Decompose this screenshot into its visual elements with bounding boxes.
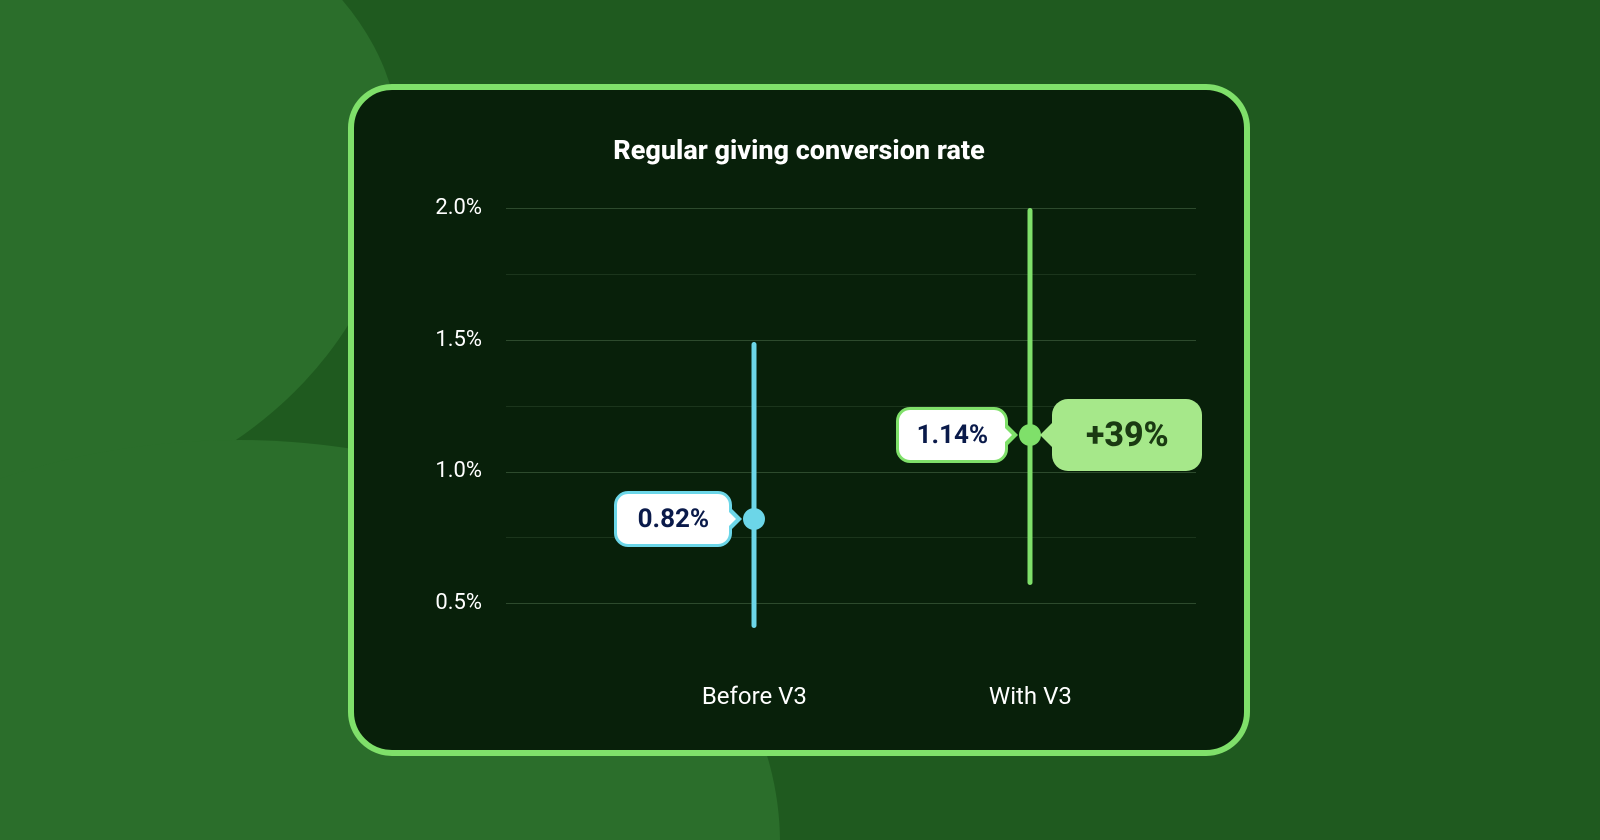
x-axis-label: With V3 [989,682,1072,710]
gridline [506,603,1196,604]
range-line-before-v3 [752,342,757,628]
gridline-minor [506,537,1196,538]
x-axis-label: Before V3 [702,682,807,710]
gridline [506,340,1196,341]
gridline-minor [506,274,1196,275]
data-point-with-v3 [1019,424,1041,446]
gridline [506,472,1196,473]
y-axis-tick-label: 0.5% [402,590,482,615]
y-axis-tick-label: 1.0% [402,458,482,483]
value-bubble-with-v3: 1.14% [896,407,1008,463]
chart-plot-area: 0.5%1.0%1.5%2.0%Before V3With V30.82%1.1… [506,208,1196,656]
value-bubble-before-v3: 0.82% [614,491,732,547]
data-point-before-v3 [743,508,765,530]
delta-bubble-with-v3: +39% [1052,399,1202,471]
y-axis-tick-label: 2.0% [402,195,482,220]
chart-title: Regular giving conversion rate [354,134,1244,166]
y-axis-tick-label: 1.5% [402,327,482,352]
gridline [506,208,1196,209]
range-line-with-v3 [1028,208,1033,585]
chart-card: Regular giving conversion rate 0.5%1.0%1… [348,84,1250,756]
